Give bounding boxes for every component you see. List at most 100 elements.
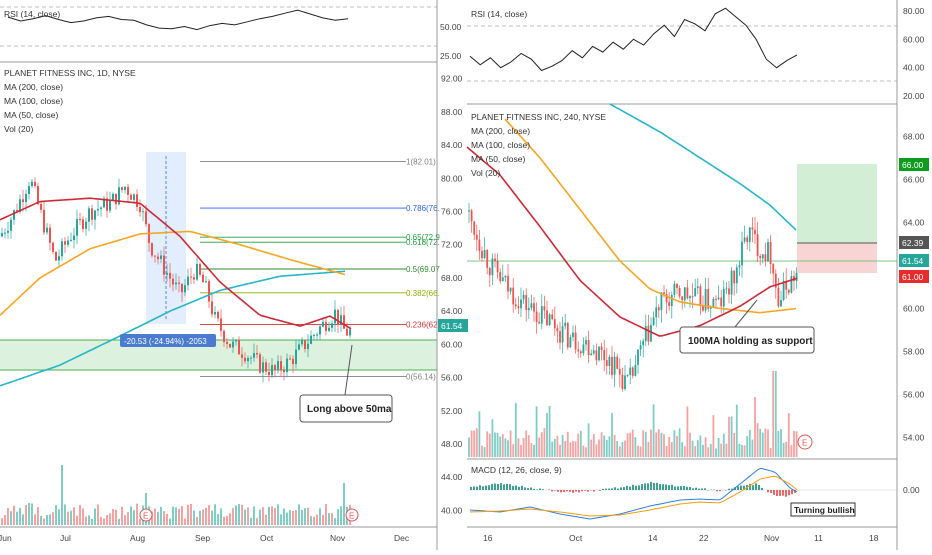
macd-histogram-bar bbox=[608, 489, 610, 490]
volume-bar bbox=[217, 514, 219, 525]
volume-bar bbox=[518, 439, 520, 458]
candle-body bbox=[208, 281, 210, 301]
candle-body bbox=[635, 365, 637, 376]
volume-bar bbox=[551, 442, 553, 457]
candle-body bbox=[507, 276, 509, 292]
volume-bar bbox=[710, 444, 712, 457]
candle-body bbox=[572, 333, 574, 338]
candle-body bbox=[301, 341, 303, 345]
candle-body bbox=[736, 267, 738, 283]
candle-body bbox=[648, 326, 650, 342]
left-price-axis[interactable]: 92.0088.0084.0080.0076.0072.0068.0064.00… bbox=[441, 74, 463, 516]
volume-bar bbox=[785, 442, 787, 457]
candle-body bbox=[512, 288, 514, 305]
candle-body bbox=[289, 359, 291, 360]
macd-histogram-bar bbox=[773, 490, 775, 495]
candle-body bbox=[256, 353, 258, 354]
volume-bar bbox=[103, 519, 105, 526]
macd-histogram-bar bbox=[536, 490, 538, 491]
right-annotation: 100MA holding as support bbox=[688, 336, 813, 347]
volume-bar bbox=[661, 433, 663, 457]
candle-body bbox=[632, 368, 634, 376]
candle-body bbox=[668, 302, 670, 306]
candle-body bbox=[70, 240, 72, 241]
volume-bar bbox=[583, 446, 585, 457]
left-legend-ma50: MA (50, close) bbox=[4, 110, 58, 120]
macd-histogram-bar bbox=[788, 490, 790, 495]
candle-body bbox=[46, 228, 48, 233]
candle-body bbox=[523, 295, 525, 299]
left-price-tick: 48.00 bbox=[441, 439, 463, 449]
candle-body bbox=[531, 303, 533, 308]
volume-bar bbox=[772, 371, 774, 457]
volume-bar bbox=[637, 446, 639, 457]
volume-bar bbox=[609, 436, 611, 457]
candle-body bbox=[211, 302, 213, 315]
candle-body bbox=[49, 228, 51, 243]
candle-body bbox=[199, 264, 201, 275]
left-earnings-marker-e2: E bbox=[349, 512, 354, 521]
candle-body bbox=[676, 284, 678, 288]
volume-bar bbox=[640, 447, 642, 458]
volume-bar bbox=[658, 429, 660, 457]
right-price-tick: 68.00 bbox=[903, 131, 925, 141]
candle-body bbox=[133, 194, 135, 200]
candle-body bbox=[741, 242, 743, 266]
candle-body bbox=[10, 220, 12, 231]
candle-body bbox=[575, 333, 577, 350]
macd-histogram-bar bbox=[572, 490, 574, 493]
left-price-tick: 64.00 bbox=[441, 306, 463, 316]
candle-body bbox=[343, 315, 345, 329]
volume-bar bbox=[577, 434, 579, 457]
macd-histogram-bar bbox=[719, 490, 721, 491]
macd-histogram-bar bbox=[515, 486, 517, 491]
volume-bar bbox=[52, 512, 54, 525]
volume-bar bbox=[492, 419, 494, 457]
candle-body bbox=[307, 344, 309, 349]
macd-histogram-bar bbox=[587, 490, 589, 492]
volume-bar bbox=[115, 510, 117, 525]
candle-body bbox=[94, 211, 96, 220]
candle-body bbox=[715, 299, 717, 300]
volume-bar bbox=[476, 428, 478, 457]
candle-body bbox=[175, 283, 177, 285]
volume-bar bbox=[707, 447, 709, 457]
candle-body bbox=[533, 303, 535, 311]
volume-bar bbox=[793, 431, 795, 457]
candle-body bbox=[127, 187, 129, 195]
candle-body bbox=[674, 284, 676, 295]
volume-bar bbox=[689, 433, 691, 457]
macd-histogram-bar bbox=[626, 486, 628, 490]
macd-histogram-bar bbox=[791, 490, 793, 494]
volume-bar bbox=[715, 449, 717, 458]
right-price-tick: 58.00 bbox=[903, 346, 925, 356]
volume-bar bbox=[109, 513, 111, 525]
volume-bar bbox=[627, 433, 629, 457]
left-price-tick: 92.00 bbox=[441, 74, 463, 84]
candle-body bbox=[637, 350, 639, 365]
volume-bar bbox=[567, 432, 569, 457]
candle-body bbox=[603, 350, 605, 360]
left-price-tick: 56.00 bbox=[441, 373, 463, 383]
candle-body bbox=[739, 265, 741, 267]
candle-body bbox=[202, 275, 204, 283]
candle-body bbox=[752, 227, 754, 229]
candle-body bbox=[541, 306, 543, 324]
left-support-zone bbox=[0, 340, 437, 370]
candle-body bbox=[627, 375, 629, 376]
candle-body bbox=[557, 328, 559, 331]
volume-bar bbox=[76, 516, 78, 525]
volume-bar bbox=[564, 441, 566, 457]
volume-bar bbox=[28, 503, 30, 525]
left-measure-label: -20.53 (-24.94%) -2053 bbox=[124, 337, 207, 346]
candle-body bbox=[528, 308, 530, 310]
candle-body bbox=[479, 240, 481, 251]
candle-body bbox=[244, 358, 246, 362]
candle-body bbox=[109, 200, 111, 211]
volume-bar bbox=[58, 509, 60, 525]
left-rsi-pane bbox=[0, 0, 437, 62]
